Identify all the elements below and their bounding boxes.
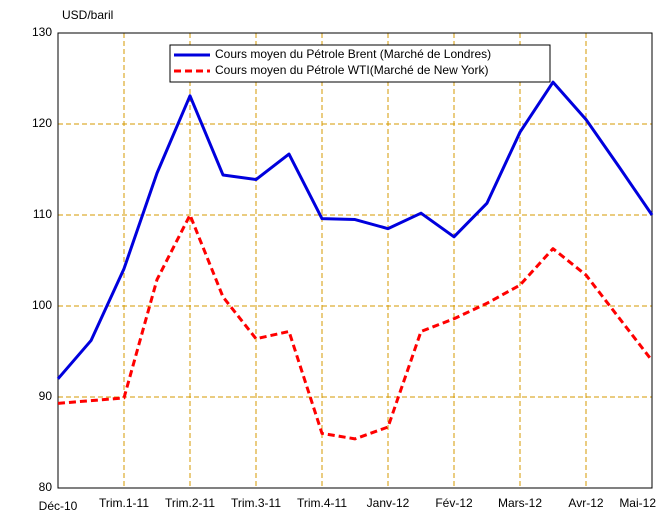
- x-tick-label: Avr-12: [568, 496, 603, 510]
- series-line: [57, 213, 654, 441]
- y-tick-label: 80: [39, 480, 53, 494]
- y-tick-label: 100: [32, 298, 52, 312]
- x-tick-label: Trim.4-11: [297, 496, 347, 510]
- y-tick-label: 120: [32, 116, 52, 130]
- x-tick-label: Mai-12: [619, 496, 656, 510]
- plot-frame: [57, 32, 653, 489]
- x-tick-label: Janv-12: [367, 496, 410, 510]
- x-tick-label: Déc-10: [39, 499, 78, 513]
- x-tick-label: Mars-12: [498, 496, 542, 510]
- legend-label: Cours moyen du Pétrole Brent (Marché de …: [215, 47, 491, 61]
- y-tick-label: 90: [39, 389, 53, 403]
- x-tick-label: Trim.1-11: [99, 496, 149, 510]
- x-tick-label: Fév-12: [435, 496, 473, 510]
- legend-box: [169, 44, 551, 83]
- y-tick-label: 110: [33, 207, 52, 221]
- y-tick-label: 130: [32, 25, 52, 39]
- series-line: [56, 80, 654, 380]
- legend-label: Cours moyen du Pétrole WTI(Marché de New…: [215, 63, 488, 77]
- y-axis-label: USD/baril: [62, 8, 113, 22]
- x-tick-label: Trim.3-11: [231, 496, 281, 510]
- x-tick-label: Trim.2-11: [165, 496, 215, 510]
